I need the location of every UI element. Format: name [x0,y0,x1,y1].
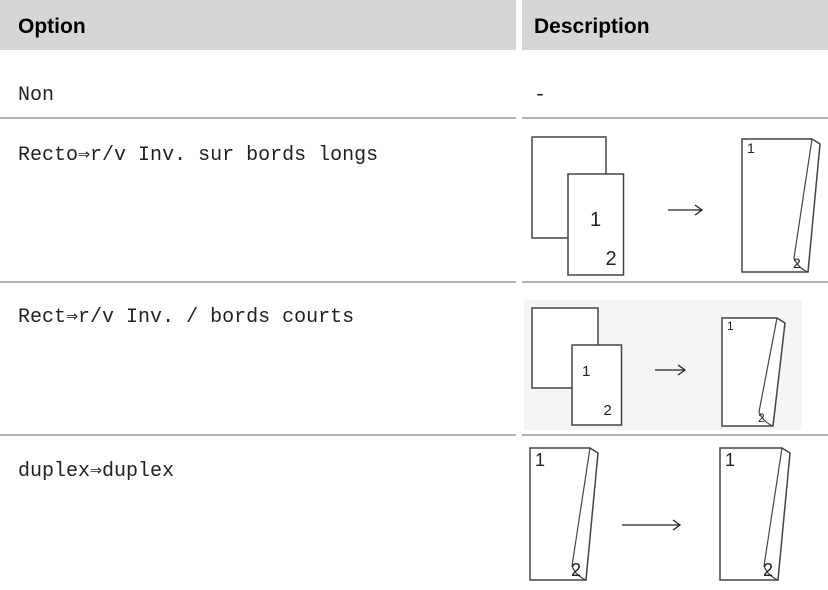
option-text: Rect⇒r/v Inv. / bords courts [18,306,354,329]
page-curl [793,138,813,273]
header-cell [522,0,828,50]
figure-label: 1 [747,140,755,156]
header-text: Description [534,15,650,38]
figure-label: 2 [793,255,801,271]
arrow-head [672,519,682,531]
page [567,173,625,276]
option-text: duplex⇒duplex [18,460,174,483]
page-curl [571,447,591,581]
figure-label: 2 [763,560,773,580]
arrow-head [677,364,687,376]
figure-label: 1 [582,363,590,380]
flipped-page [741,138,821,273]
figure-label: 1 [535,450,545,470]
description-text: - [534,84,546,107]
figure-label: 2 [606,248,617,270]
figure-label: 2 [604,402,612,419]
arrow-head [694,204,704,216]
header-cell [0,0,516,50]
figure-label: 2 [571,560,581,580]
flipped-page [529,447,599,581]
figure-label: 2 [758,411,765,425]
page-curl [758,317,778,427]
flipped-page [719,447,791,581]
header-text: Option [18,15,86,38]
row-separators [0,117,828,436]
page [571,344,623,426]
figure-label: 1 [725,450,735,470]
option-text: Recto⇒r/v Inv. sur bords longs [18,144,378,167]
figure-label: 1 [590,209,601,231]
figure-label: 1 [727,319,734,333]
option-text: Non [18,84,54,107]
flipped-page [721,317,786,427]
page-curl [763,447,783,581]
